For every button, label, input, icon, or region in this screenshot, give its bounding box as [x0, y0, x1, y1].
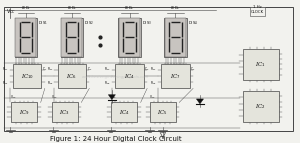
Text: IC$_{2}$: IC$_{2}$ [256, 102, 266, 111]
Text: IC$_{9}$: IC$_{9}$ [19, 108, 29, 117]
Text: LED$_3$: LED$_3$ [124, 4, 135, 12]
Text: 1 Hz
CLOCK: 1 Hz CLOCK [251, 5, 264, 14]
Text: C$_3$: C$_3$ [145, 66, 150, 73]
Text: V$_{CC}$: V$_{CC}$ [110, 94, 117, 101]
Text: C$_4$: C$_4$ [190, 66, 196, 73]
Text: IC$_{4}$: IC$_{4}$ [118, 108, 129, 117]
Text: R$_{a1}$: R$_{a1}$ [2, 66, 9, 73]
Bar [11, 103, 37, 122]
Text: LED$_1$: LED$_1$ [21, 4, 31, 12]
Bar [111, 103, 137, 122]
Text: V$_{CC}$: V$_{CC}$ [51, 94, 58, 101]
Bar [61, 18, 82, 57]
Text: V$_{CC}$: V$_{CC}$ [149, 94, 156, 101]
Text: LED$_4$: LED$_4$ [170, 4, 181, 12]
Bar [161, 64, 190, 88]
Bar [58, 64, 86, 88]
Text: R$_{b1}$: R$_{b1}$ [2, 79, 9, 87]
Text: DIS$_3$: DIS$_3$ [142, 19, 152, 27]
Text: R$_{a3}$: R$_{a3}$ [104, 66, 111, 73]
Text: C$_1$: C$_1$ [42, 66, 47, 73]
Bar [4, 7, 293, 131]
Text: DIS$_1$: DIS$_1$ [38, 19, 48, 27]
Bar [16, 18, 36, 57]
Text: IC$_{1}$: IC$_{1}$ [255, 60, 266, 69]
Text: www.bestengineeringprojects.com: www.bestengineeringprojects.com [82, 75, 149, 79]
Text: C$_2$: C$_2$ [87, 66, 92, 73]
Bar [13, 64, 41, 88]
Text: V$_{CC}$: V$_{CC}$ [6, 7, 16, 16]
Text: Figure 1: 24 Hour Digital Clock Circuit: Figure 1: 24 Hour Digital Clock Circuit [50, 136, 181, 142]
Bar [119, 18, 140, 57]
Polygon shape [108, 95, 116, 100]
Text: R$_{b3}$: R$_{b3}$ [104, 79, 111, 87]
Text: DIS$_4$: DIS$_4$ [188, 19, 198, 27]
Bar [243, 49, 278, 80]
Text: IC$_{3}$: IC$_{3}$ [59, 108, 70, 117]
Text: R$_{b2}$: R$_{b2}$ [46, 79, 53, 87]
Text: R$_{a4}$: R$_{a4}$ [150, 66, 157, 73]
Text: IC$_{10}$: IC$_{10}$ [21, 72, 34, 81]
Text: IC$_{7}$: IC$_{7}$ [170, 72, 181, 81]
Text: IC$_{4}$: IC$_{4}$ [124, 72, 135, 81]
Bar [118, 18, 141, 57]
Bar [52, 103, 78, 122]
Text: LED$_2$: LED$_2$ [67, 4, 77, 12]
Text: IC$_{5}$: IC$_{5}$ [157, 108, 168, 117]
Text: DIS$_2$: DIS$_2$ [84, 19, 94, 27]
Bar [15, 18, 37, 57]
Bar [250, 7, 265, 16]
Bar [116, 64, 144, 88]
Bar [61, 18, 83, 57]
Bar [165, 18, 186, 57]
Text: R$_{b4}$: R$_{b4}$ [150, 79, 157, 87]
Text: R$_{a2}$: R$_{a2}$ [46, 66, 53, 73]
Bar [149, 103, 176, 122]
Bar [164, 18, 187, 57]
Text: IC$_{6}$: IC$_{6}$ [66, 72, 77, 81]
Bar [243, 91, 278, 122]
Text: V$_{CC}$: V$_{CC}$ [11, 94, 17, 101]
Polygon shape [196, 99, 203, 104]
